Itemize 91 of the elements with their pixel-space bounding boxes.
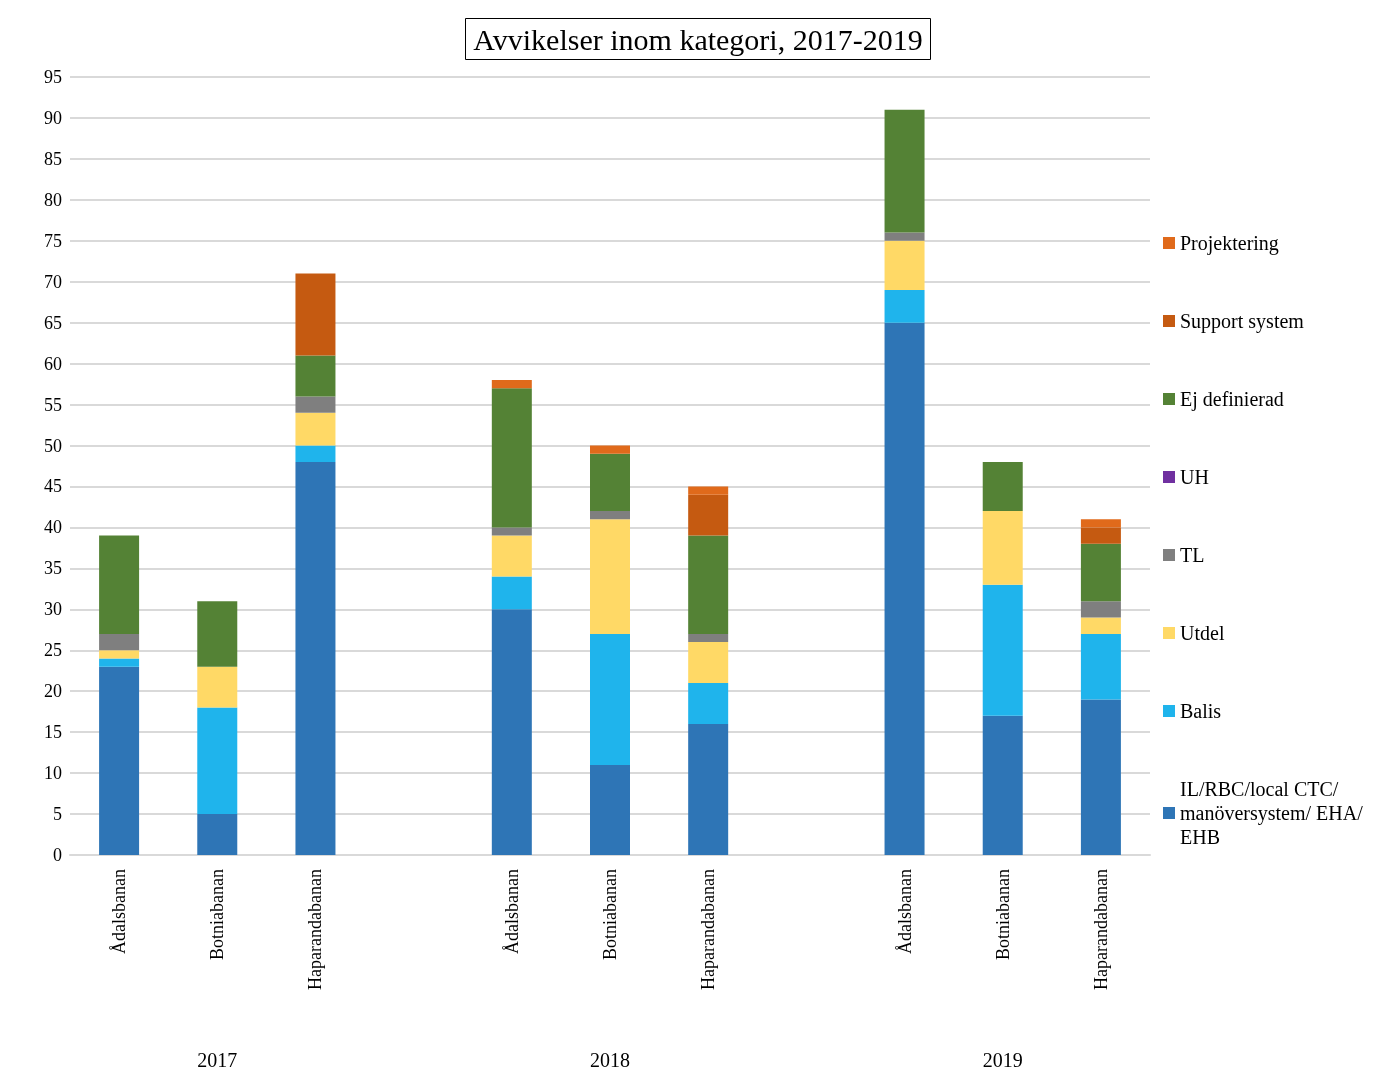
bar bbox=[491, 388, 532, 528]
y-tick-label: 55 bbox=[44, 394, 62, 415]
bar bbox=[197, 707, 238, 815]
x-tick-label: Ådalsbanan bbox=[894, 869, 915, 954]
text: 2018 bbox=[590, 1049, 630, 1071]
bar bbox=[688, 633, 729, 643]
bar bbox=[491, 380, 532, 389]
y-tick-label: 50 bbox=[44, 435, 62, 456]
y-tick-label: 65 bbox=[44, 312, 62, 333]
y-tick-label: 25 bbox=[44, 640, 62, 661]
bar bbox=[688, 535, 729, 634]
bar bbox=[197, 814, 238, 855]
x-tick-label: Haparandabanan bbox=[1090, 869, 1111, 990]
bar bbox=[491, 576, 532, 610]
bar bbox=[99, 650, 140, 659]
legend-label: Support system bbox=[1180, 310, 1305, 333]
bar bbox=[982, 461, 1023, 512]
y-tick-label: 0 bbox=[53, 845, 62, 865]
bar bbox=[1080, 633, 1121, 700]
bar bbox=[1080, 601, 1121, 618]
x-tick-label: Haparandabanan bbox=[305, 869, 326, 990]
text: 2017 bbox=[197, 1049, 238, 1071]
bar bbox=[197, 601, 238, 667]
bar bbox=[688, 486, 729, 495]
bar bbox=[491, 535, 532, 577]
y-tick-label: 90 bbox=[44, 107, 62, 128]
bar bbox=[590, 519, 630, 634]
bar bbox=[99, 658, 140, 667]
bar bbox=[590, 453, 630, 512]
y-tick-label: 30 bbox=[44, 599, 62, 620]
bar bbox=[982, 715, 1023, 855]
bar bbox=[982, 584, 1023, 716]
y-tick-label: 75 bbox=[44, 230, 62, 251]
bar bbox=[590, 764, 630, 855]
bar bbox=[295, 355, 336, 397]
bar bbox=[99, 535, 140, 634]
x-tick-label: Ådalsbanan bbox=[109, 869, 130, 954]
text: 2019 bbox=[982, 1049, 1023, 1071]
y-tick-label: 35 bbox=[44, 558, 62, 579]
y-tick-label: 60 bbox=[44, 353, 62, 374]
x-tick-label: Botniabanan bbox=[600, 869, 620, 960]
bar bbox=[688, 683, 729, 724]
bar bbox=[99, 633, 140, 651]
y-tick-label: 15 bbox=[44, 722, 62, 743]
bar bbox=[295, 396, 336, 413]
y-tick-label: 85 bbox=[44, 148, 62, 169]
y-tick-label: 20 bbox=[44, 681, 62, 702]
bar bbox=[884, 109, 925, 233]
legend-label: IL/RBC/local CTC/manöversystem/ EHA/EHB bbox=[1180, 778, 1364, 848]
legend-label: Balis bbox=[1180, 700, 1222, 722]
y-tick-label: 95 bbox=[44, 67, 62, 87]
bar bbox=[688, 494, 729, 536]
legend-label: Utdel bbox=[1180, 622, 1225, 644]
legend-label: Projektering bbox=[1180, 232, 1279, 255]
bar bbox=[884, 289, 925, 323]
legend-label: UH bbox=[1180, 466, 1209, 488]
bar bbox=[590, 633, 630, 765]
chart-title: Avvikelser inom kategori, 2017-2019 bbox=[473, 22, 923, 56]
y-tick-label: 70 bbox=[44, 271, 62, 292]
legend-label: TL bbox=[1180, 544, 1205, 566]
bar bbox=[295, 445, 336, 462]
bar bbox=[982, 511, 1023, 585]
bar bbox=[295, 412, 336, 446]
legend-label: Ej definierad bbox=[1180, 388, 1284, 411]
bar bbox=[197, 666, 238, 708]
bar bbox=[491, 527, 532, 536]
bar bbox=[590, 445, 630, 454]
bar bbox=[295, 461, 336, 855]
x-tick-label: Botniabanan bbox=[207, 869, 228, 960]
bar bbox=[99, 666, 140, 855]
bar bbox=[295, 273, 336, 356]
bar bbox=[1080, 699, 1121, 855]
y-tick-label: 80 bbox=[44, 189, 62, 210]
bar bbox=[688, 723, 729, 855]
bar bbox=[1080, 519, 1121, 528]
x-tick-label: Botniabanan bbox=[992, 869, 1013, 960]
bar bbox=[1080, 527, 1121, 544]
x-tick-label: Haparandabanan bbox=[698, 869, 719, 990]
bar bbox=[884, 322, 925, 855]
y-tick-label: 10 bbox=[44, 763, 62, 784]
bar bbox=[688, 642, 729, 684]
bar bbox=[590, 511, 630, 520]
y-tick-label: 40 bbox=[44, 517, 62, 538]
x-tick-label: Ådalsbanan bbox=[501, 869, 522, 954]
bar bbox=[491, 609, 532, 855]
bar bbox=[884, 232, 925, 241]
bar bbox=[884, 240, 925, 290]
bar bbox=[1080, 617, 1121, 634]
y-tick-label: 5 bbox=[53, 804, 62, 825]
y-tick-label: 45 bbox=[44, 476, 62, 497]
bar bbox=[1080, 543, 1121, 602]
